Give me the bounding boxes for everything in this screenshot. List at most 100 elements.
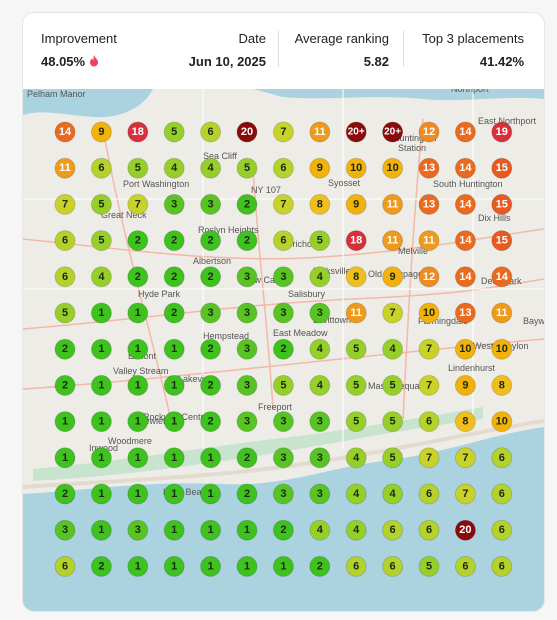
- rank-pin: 15: [491, 157, 513, 179]
- rank-value: 11: [496, 307, 508, 319]
- rank-dot: [54, 483, 76, 505]
- place-label: Northport: [451, 89, 489, 94]
- rank-pin: 5: [382, 411, 404, 433]
- rank-pin: 2: [163, 230, 185, 252]
- stat-value: Jun 10, 2025: [188, 54, 266, 69]
- rank-dot: [200, 266, 222, 288]
- rank-pin: 11: [382, 230, 404, 252]
- rank-dot: [491, 555, 513, 577]
- rank-dot: [454, 411, 476, 433]
- rank-pin: 2: [236, 193, 258, 215]
- rank-value: 2: [135, 235, 141, 247]
- rank-dot: [54, 193, 76, 215]
- rank-pin: 3: [236, 411, 258, 433]
- rank-dot: [418, 555, 440, 577]
- rank-value: 1: [62, 452, 68, 464]
- rank-dot: [54, 555, 76, 577]
- rank-pin: 6: [272, 230, 294, 252]
- rank-pin: 3: [309, 302, 331, 324]
- rank-pin: 1: [200, 519, 222, 541]
- rank-value: 6: [499, 524, 505, 536]
- rank-pin: 20: [236, 121, 258, 143]
- rank-pin: 9: [345, 193, 367, 215]
- rank-value: 2: [62, 379, 68, 391]
- rank-dot: [90, 157, 112, 179]
- rank-pin: 9: [382, 266, 404, 288]
- rank-pin: 9: [454, 374, 476, 396]
- rank-value: 3: [280, 452, 286, 464]
- rank-value: 5: [390, 379, 396, 391]
- rank-value: 12: [423, 126, 435, 138]
- rank-value: 2: [62, 343, 68, 355]
- rank-value: 2: [244, 198, 250, 210]
- rank-dot: [90, 230, 112, 252]
- rank-value: 20: [241, 126, 253, 138]
- rank-value: 5: [62, 307, 68, 319]
- rank-dot: [272, 193, 294, 215]
- rank-value: 4: [353, 488, 360, 500]
- rank-pin: 2: [236, 483, 258, 505]
- rank-pin: 9: [90, 121, 112, 143]
- rank-pin: 2: [200, 230, 222, 252]
- rank-dot: [418, 338, 440, 360]
- rank-pin: 4: [163, 157, 185, 179]
- rank-dot: [309, 483, 331, 505]
- rank-pin: 2: [272, 519, 294, 541]
- rank-pin: 5: [418, 555, 440, 577]
- rank-pin: 2: [309, 555, 331, 577]
- rank-dot: [345, 266, 367, 288]
- place-label: Hempstead: [203, 331, 249, 341]
- rank-pin: 5: [236, 157, 258, 179]
- place-label: Hewlett: [138, 416, 169, 426]
- rank-pin: 1: [163, 483, 185, 505]
- place-label: Hyde Park: [138, 289, 181, 299]
- rank-dot: [90, 338, 112, 360]
- rank-pin: 6: [454, 555, 476, 577]
- rank-dot: [345, 157, 367, 179]
- rank-value: 5: [98, 235, 104, 247]
- rank-pin: 1: [236, 555, 258, 577]
- rank-dot: [309, 302, 331, 324]
- rank-dot: [54, 121, 76, 143]
- rank-value: 2: [171, 235, 177, 247]
- rank-dot: [491, 193, 513, 215]
- rank-value: 3: [280, 307, 286, 319]
- rank-dot: [309, 266, 331, 288]
- rank-value: 1: [98, 416, 104, 428]
- rank-pin: 7: [272, 121, 294, 143]
- rank-dot: [382, 555, 404, 577]
- ocean: [23, 427, 544, 611]
- rank-value: 5: [135, 162, 141, 174]
- rank-value: 1: [135, 307, 141, 319]
- rank-dot: [418, 519, 440, 541]
- rank-value: 2: [244, 452, 250, 464]
- rank-pin: 2: [54, 338, 76, 360]
- rank-value: 1: [208, 560, 214, 572]
- rank-pin: 6: [54, 555, 76, 577]
- rank-dot: [382, 230, 404, 252]
- rank-value: 4: [390, 343, 397, 355]
- rank-dot: [309, 230, 331, 252]
- rank-value: 1: [135, 416, 141, 428]
- rank-dot: [163, 483, 185, 505]
- rank-value: 11: [387, 198, 399, 210]
- sound: [253, 89, 544, 101]
- place-label: Woodmere: [108, 436, 152, 446]
- rank-pin: 14: [454, 266, 476, 288]
- rank-pin: 6: [54, 230, 76, 252]
- rank-pin: 9: [309, 157, 331, 179]
- rank-value: 6: [353, 560, 359, 572]
- rank-dot: [54, 266, 76, 288]
- rank-pin: 1: [272, 555, 294, 577]
- rank-value: 3: [208, 307, 214, 319]
- rank-dot: [309, 157, 331, 179]
- rank-pin: 5: [345, 411, 367, 433]
- rank-dot: [309, 555, 331, 577]
- rank-pin: 6: [491, 555, 513, 577]
- rank-pin: 1: [127, 411, 149, 433]
- rank-dot: [236, 447, 258, 469]
- rank-pin: 1: [163, 447, 185, 469]
- rank-pin: 7: [418, 447, 440, 469]
- rank-dot: [54, 157, 76, 179]
